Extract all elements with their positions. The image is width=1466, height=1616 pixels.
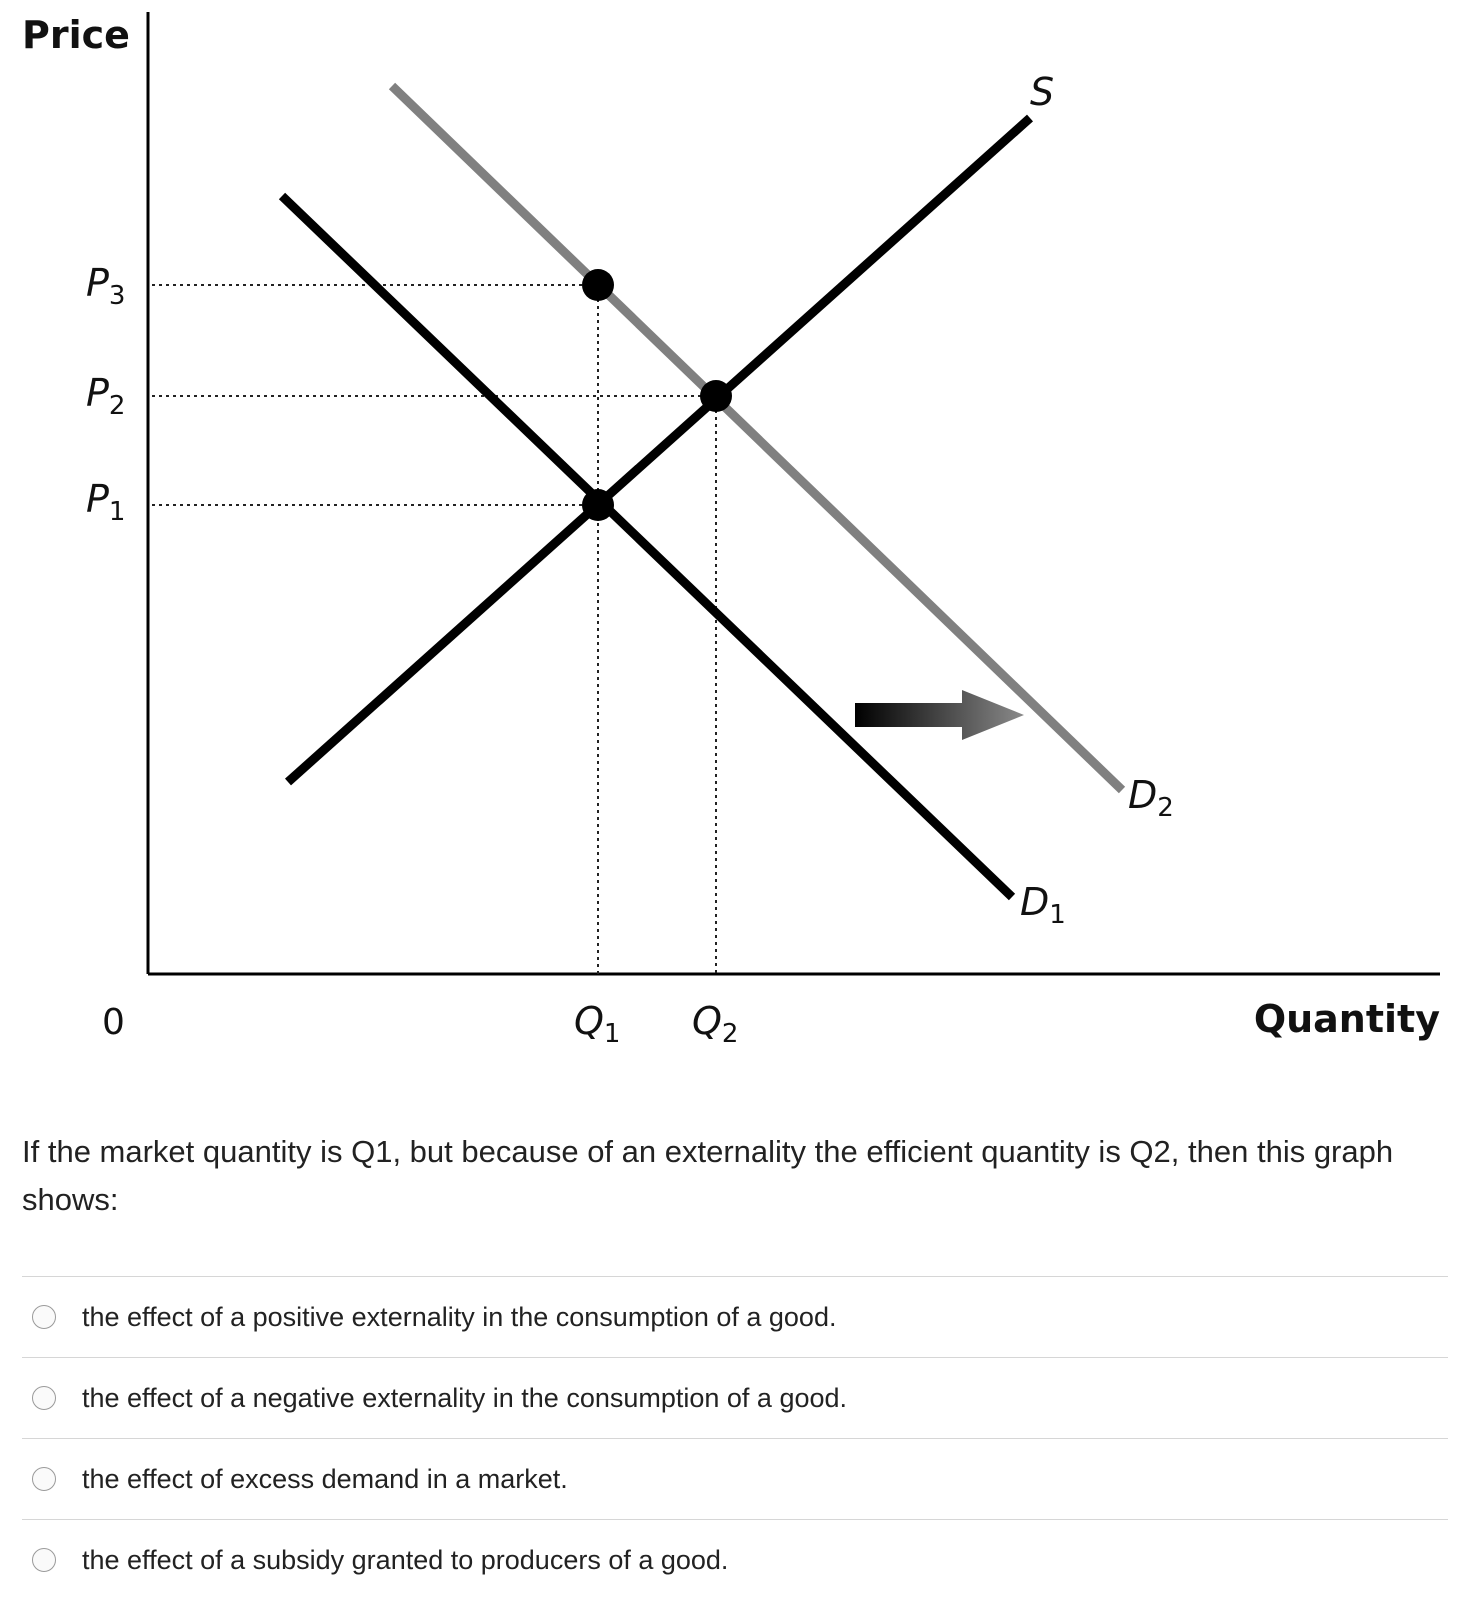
demand-curve-d2-label: D2 [1128, 773, 1174, 823]
radio-button[interactable] [32, 1548, 56, 1572]
origin-label: 0 [102, 1002, 125, 1043]
radio-button[interactable] [32, 1386, 56, 1410]
answer-option-label: the effect of excess demand in a market. [82, 1463, 568, 1494]
demand-curve-d2 [388, 82, 1126, 794]
supply-curve-label: S [1030, 70, 1054, 114]
demand-curve-d1 [278, 192, 1016, 901]
answer-options: the effect of a positive externality in … [22, 1276, 1448, 1600]
quantity-label-q2: Q2 [692, 999, 738, 1049]
quantity-label-q1: Q1 [574, 999, 620, 1049]
price-label-p2: P2 [86, 371, 125, 421]
point-q2-p2 [700, 380, 732, 412]
radio-button[interactable] [32, 1467, 56, 1491]
answer-option-label: the effect of a positive externality in … [82, 1301, 837, 1332]
answer-option-label: the effect of a negative externality in … [82, 1382, 848, 1413]
radio-button[interactable] [32, 1305, 56, 1329]
supply-curve [284, 114, 1034, 786]
answer-option-4[interactable]: the effect of a subsidy granted to produ… [22, 1519, 1448, 1600]
answer-option-1[interactable]: the effect of a positive externality in … [22, 1276, 1448, 1357]
answer-option-label: the effect of a subsidy granted to produ… [82, 1544, 729, 1575]
question-text: If the market quantity is Q1, but becaus… [22, 1134, 1394, 1217]
point-q1-p3 [582, 269, 614, 301]
demand-shift-arrow-icon [855, 690, 1024, 740]
point-q1-p1 [582, 489, 614, 521]
x-axis-title: Quantity [1254, 997, 1440, 1041]
price-label-p3: P3 [86, 261, 125, 311]
y-axis-title: Price [22, 13, 130, 57]
supply-demand-graph: Price Quantity 0 P3 P2 P1 Q1 Q2 S D1 D2 [22, 12, 1440, 1049]
answer-option-2[interactable]: the effect of a negative externality in … [22, 1357, 1448, 1438]
demand-curve-d1-label: D1 [1020, 880, 1066, 930]
price-label-p1: P1 [86, 477, 125, 527]
answer-option-3[interactable]: the effect of excess demand in a market. [22, 1438, 1448, 1519]
